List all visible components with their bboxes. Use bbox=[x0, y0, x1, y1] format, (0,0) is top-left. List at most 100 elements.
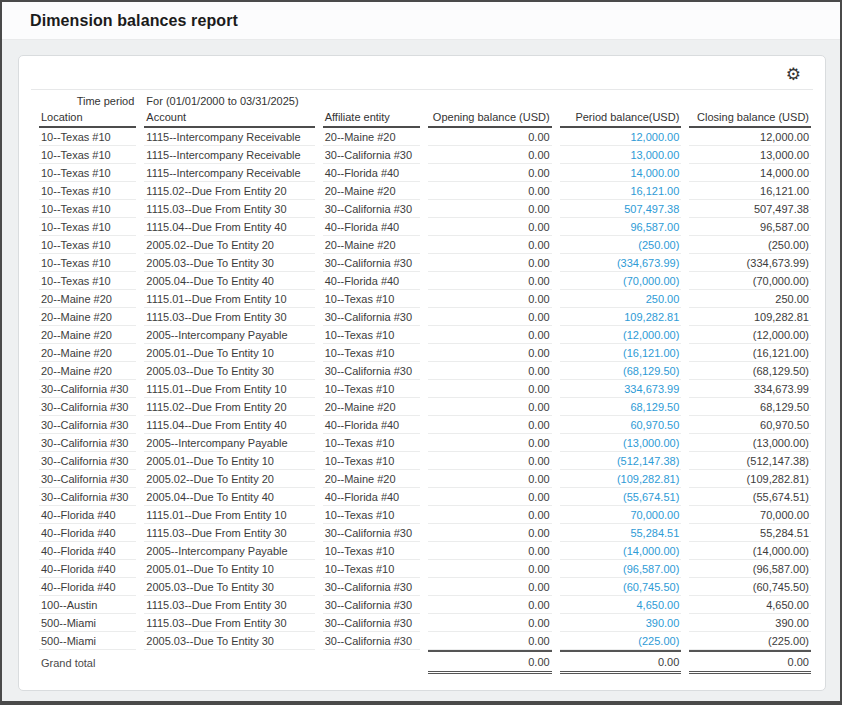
period-balance-cell[interactable]: 68,129.50 bbox=[560, 398, 682, 416]
period-balance-cell[interactable]: (12,000.00) bbox=[560, 326, 682, 344]
period-balance-cell[interactable]: (70,000.00) bbox=[560, 272, 682, 290]
closing-balance-cell: (334,673.99) bbox=[689, 254, 811, 272]
table-row: 500--Miami1115.03--Due From Entity 3030-… bbox=[39, 614, 811, 632]
table-row: 40--Florida #401115.03--Due From Entity … bbox=[39, 524, 811, 542]
period-balance-cell[interactable]: (225.00) bbox=[560, 632, 682, 650]
location-cell: 10--Texas #10 bbox=[39, 146, 136, 164]
opening-balance-cell: 0.00 bbox=[428, 272, 552, 290]
table-row: 20--Maine #202005.01--Due To Entity 1010… bbox=[39, 344, 811, 362]
titlebar: Dimension balances report bbox=[2, 2, 840, 40]
col-header-account: Account bbox=[144, 108, 314, 128]
account-cell: 1115.03--Due From Entity 30 bbox=[144, 308, 314, 326]
settings-gear-icon[interactable]: ⚙ bbox=[784, 66, 803, 87]
closing-balance-cell: (55,674.51) bbox=[689, 488, 811, 506]
period-balance-cell[interactable]: 507,497.38 bbox=[560, 200, 682, 218]
period-balance-cell[interactable]: (334,673.99) bbox=[560, 254, 682, 272]
grand-total-row: Grand total 0.00 0.00 0.00 bbox=[39, 650, 811, 674]
affiliate-entity-cell: 40--Florida #40 bbox=[323, 488, 420, 506]
app-window: Dimension balances report ⚙ Time period … bbox=[0, 0, 842, 705]
account-cell: 1115.03--Due From Entity 30 bbox=[144, 200, 314, 218]
table-row: 30--California #301115.02--Due From Enti… bbox=[39, 398, 811, 416]
location-cell: 40--Florida #40 bbox=[39, 524, 136, 542]
table-row: 30--California #302005.02--Due To Entity… bbox=[39, 470, 811, 488]
report-card: ⚙ Time period For (01/01/2000 to 03/31/2… bbox=[18, 55, 826, 691]
account-cell: 2005.03--Due To Entity 30 bbox=[144, 362, 314, 380]
closing-balance-cell: (70,000.00) bbox=[689, 272, 811, 290]
table-row: 10--Texas #102005.02--Due To Entity 2020… bbox=[39, 236, 811, 254]
period-balance-cell[interactable]: 13,000.00 bbox=[560, 146, 682, 164]
location-cell: 10--Texas #10 bbox=[39, 182, 136, 200]
period-balance-cell[interactable]: 109,282.81 bbox=[560, 308, 682, 326]
account-cell: 2005.02--Due To Entity 20 bbox=[144, 236, 314, 254]
opening-balance-cell: 0.00 bbox=[428, 308, 552, 326]
period-balance-cell[interactable]: 4,650.00 bbox=[560, 596, 682, 614]
location-cell: 500--Miami bbox=[39, 614, 136, 632]
closing-balance-cell: 390.00 bbox=[689, 614, 811, 632]
period-balance-cell[interactable]: 70,000.00 bbox=[560, 506, 682, 524]
period-balance-cell[interactable]: 55,284.51 bbox=[560, 524, 682, 542]
opening-balance-cell: 0.00 bbox=[428, 596, 552, 614]
period-balance-cell[interactable]: 334,673.99 bbox=[560, 380, 682, 398]
location-cell: 30--California #30 bbox=[39, 380, 136, 398]
period-balance-cell[interactable]: (60,745.50) bbox=[560, 578, 682, 596]
period-balance-cell[interactable]: 390.00 bbox=[560, 614, 682, 632]
account-cell: 1115.02--Due From Entity 20 bbox=[144, 182, 314, 200]
closing-balance-cell: (109,282.81) bbox=[689, 470, 811, 488]
period-balance-cell[interactable]: (250.00) bbox=[560, 236, 682, 254]
location-cell: 30--California #30 bbox=[39, 488, 136, 506]
closing-balance-cell: (250.00) bbox=[689, 236, 811, 254]
location-cell: 20--Maine #20 bbox=[39, 308, 136, 326]
account-cell: 2005--Intercompany Payable bbox=[144, 434, 314, 452]
period-balance-cell[interactable]: (68,129.50) bbox=[560, 362, 682, 380]
opening-balance-cell: 0.00 bbox=[428, 218, 552, 236]
account-cell: 2005.02--Due To Entity 20 bbox=[144, 470, 314, 488]
opening-balance-cell: 0.00 bbox=[428, 128, 552, 146]
affiliate-entity-cell: 30--California #30 bbox=[323, 308, 420, 326]
opening-balance-cell: 0.00 bbox=[428, 488, 552, 506]
affiliate-entity-cell: 10--Texas #10 bbox=[323, 344, 420, 362]
location-cell: 500--Miami bbox=[39, 632, 136, 650]
table-row: 40--Florida #402005.01--Due To Entity 10… bbox=[39, 560, 811, 578]
location-cell: 20--Maine #20 bbox=[39, 344, 136, 362]
closing-balance-cell: (96,587.00) bbox=[689, 560, 811, 578]
balances-table: Time period For (01/01/2000 to 03/31/202… bbox=[31, 92, 819, 674]
table-row: 40--Florida #402005--Intercompany Payabl… bbox=[39, 542, 811, 560]
affiliate-entity-cell: 10--Texas #10 bbox=[323, 560, 420, 578]
period-balance-cell[interactable]: (55,674.51) bbox=[560, 488, 682, 506]
period-balance-cell[interactable]: (16,121.00) bbox=[560, 344, 682, 362]
opening-balance-cell: 0.00 bbox=[428, 236, 552, 254]
period-balance-cell[interactable]: 16,121.00 bbox=[560, 182, 682, 200]
table-row: 30--California #301115.04--Due From Enti… bbox=[39, 416, 811, 434]
page-title: Dimension balances report bbox=[30, 12, 238, 30]
account-cell: 1115.02--Due From Entity 20 bbox=[144, 398, 314, 416]
period-balance-cell[interactable]: (96,587.00) bbox=[560, 560, 682, 578]
period-balance-cell[interactable]: (13,000.00) bbox=[560, 434, 682, 452]
period-balance-cell[interactable]: 60,970.50 bbox=[560, 416, 682, 434]
period-balance-cell[interactable]: (109,282.81) bbox=[560, 470, 682, 488]
table-row: 10--Texas #102005.03--Due To Entity 3030… bbox=[39, 254, 811, 272]
location-cell: 10--Texas #10 bbox=[39, 200, 136, 218]
closing-balance-cell: 334,673.99 bbox=[689, 380, 811, 398]
location-cell: 10--Texas #10 bbox=[39, 236, 136, 254]
grand-total-closing: 0.00 bbox=[689, 650, 811, 674]
opening-balance-cell: 0.00 bbox=[428, 344, 552, 362]
table-row: 20--Maine #202005.03--Due To Entity 3030… bbox=[39, 362, 811, 380]
period-balance-cell[interactable]: 250.00 bbox=[560, 290, 682, 308]
opening-balance-cell: 0.00 bbox=[428, 506, 552, 524]
closing-balance-cell: (225.00) bbox=[689, 632, 811, 650]
period-balance-cell[interactable]: 12,000.00 bbox=[560, 128, 682, 146]
col-header-closing-balance: Closing balance (USD) bbox=[689, 108, 811, 128]
period-balance-cell[interactable]: (14,000.00) bbox=[560, 542, 682, 560]
time-period-value: For (01/01/2000 to 03/31/2025) bbox=[144, 92, 420, 108]
closing-balance-cell: 4,650.00 bbox=[689, 596, 811, 614]
affiliate-entity-cell: 10--Texas #10 bbox=[323, 380, 420, 398]
opening-balance-cell: 0.00 bbox=[428, 560, 552, 578]
period-balance-cell[interactable]: (512,147.38) bbox=[560, 452, 682, 470]
period-balance-cell[interactable]: 96,587.00 bbox=[560, 218, 682, 236]
period-balance-cell[interactable]: 14,000.00 bbox=[560, 164, 682, 182]
location-cell: 20--Maine #20 bbox=[39, 290, 136, 308]
account-cell: 1115--Intercompany Receivable bbox=[144, 128, 314, 146]
affiliate-entity-cell: 30--California #30 bbox=[323, 254, 420, 272]
affiliate-entity-cell: 20--Maine #20 bbox=[323, 128, 420, 146]
opening-balance-cell: 0.00 bbox=[428, 362, 552, 380]
